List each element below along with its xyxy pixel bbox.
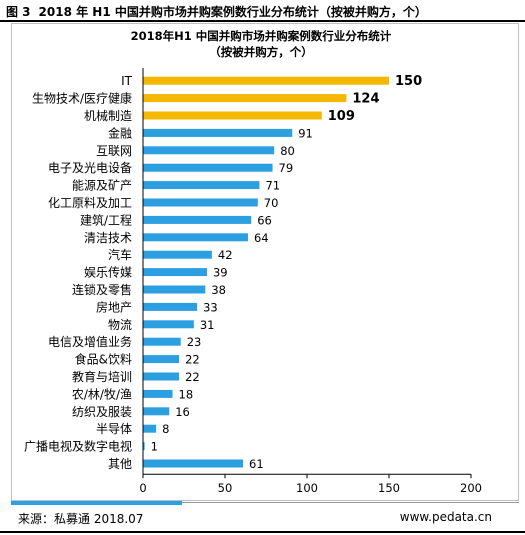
bar-22 <box>143 459 244 468</box>
chart-frame: 2018年H1 中国并购市场并购案例数行业分布统计 （按被并购方，个） IT 生物… <box>11 23 519 501</box>
bar-chart: 2018年H1 中国并购市场并购案例数行业分布统计 （按被并购方，个） IT 生物… <box>24 29 482 495</box>
bar-19 <box>143 407 170 416</box>
bar-11 <box>143 268 207 277</box>
bar-4 <box>143 146 275 155</box>
value-label-2: 109 <box>328 109 355 124</box>
category-label-9: 清洁技术 <box>84 231 132 245</box>
category-label-19: 纺织及服装 <box>72 405 132 419</box>
value-label-3: 91 <box>298 126 313 140</box>
value-label-18: 18 <box>179 387 194 401</box>
bar-0 <box>143 76 389 85</box>
bar-8 <box>143 215 252 224</box>
value-label-22: 61 <box>249 457 264 471</box>
value-label-10: 42 <box>218 248 233 262</box>
bars-group <box>143 76 389 468</box>
value-label-7: 70 <box>264 196 279 210</box>
footer-site: www.pedata.cn <box>399 510 492 524</box>
bar-16 <box>143 355 180 364</box>
footer-source: 来源：私募通 2018.07 <box>18 512 144 526</box>
bar-10 <box>143 250 212 259</box>
value-label-21: 1 <box>151 440 158 454</box>
category-label-16: 食品&饮料 <box>75 352 132 367</box>
value-label-17: 22 <box>185 370 200 384</box>
value-label-6: 71 <box>265 179 280 193</box>
bar-13 <box>143 302 198 311</box>
category-label-1: 生物技术/医疗健康 <box>32 91 132 106</box>
bar-6 <box>143 181 260 190</box>
figure-number: 图 3 <box>6 5 31 19</box>
category-label-17: 教育与培训 <box>72 369 132 384</box>
bar-2 <box>143 111 322 120</box>
category-label-4: 互联网 <box>96 144 132 158</box>
bar-3 <box>143 128 293 137</box>
x-tick-label-1: 50 <box>218 481 233 495</box>
bar-9 <box>143 233 248 242</box>
value-label-8: 66 <box>257 213 272 227</box>
bar-12 <box>143 285 206 294</box>
x-tick-label-4: 200 <box>460 481 482 495</box>
value-label-15: 23 <box>187 335 202 349</box>
category-label-20: 半导体 <box>96 422 132 436</box>
category-label-10: 汽车 <box>108 247 132 262</box>
bar-21 <box>143 442 145 451</box>
x-tick-label-3: 150 <box>378 481 400 495</box>
category-label-2: 机械制造 <box>84 108 132 123</box>
bar-7 <box>143 198 258 207</box>
category-label-13: 房地产 <box>96 299 132 314</box>
value-label-16: 22 <box>185 353 200 367</box>
value-label-12: 38 <box>211 283 226 297</box>
figure-caption-text: 2018 年 H1 中国并购市场并购案例数行业分布统计（按被并购方，个） <box>38 5 427 19</box>
chart-subtitle: （按被并购方，个） <box>209 45 313 59</box>
bar-18 <box>143 389 173 398</box>
value-label-1: 124 <box>352 92 379 107</box>
bar-14 <box>143 320 194 329</box>
footer-rule <box>182 502 519 503</box>
value-label-5: 79 <box>279 161 294 175</box>
bottom-rule <box>0 531 525 533</box>
category-label-7: 化工原料及加工 <box>48 196 132 210</box>
bar-15 <box>143 337 181 346</box>
bar-1 <box>143 94 347 103</box>
bar-17 <box>143 372 180 381</box>
category-label-22: 其他 <box>108 457 132 471</box>
category-label-5: 电子及光电设备 <box>48 161 132 175</box>
x-tick-label-0: 0 <box>139 481 146 495</box>
category-labels-group: IT 生物技术/医疗健康机械制造金融互联网电子及光电设备能源及矿产化工原料及加工建… <box>24 74 133 471</box>
category-label-11: 娱乐传媒 <box>84 265 132 280</box>
chart-title: 2018年H1 中国并购市场并购案例数行业分布统计 <box>131 29 392 43</box>
category-label-6: 能源及矿产 <box>72 179 132 193</box>
value-label-0: 150 <box>395 74 422 89</box>
category-label-15: 电信及增值业务 <box>48 334 132 349</box>
figure-caption: 图 3 2018 年 H1 中国并购市场并购案例数行业分布统计（按被并购方，个） <box>6 3 427 20</box>
category-label-3: 金融 <box>108 125 132 140</box>
value-label-9: 64 <box>254 231 269 245</box>
value-label-19: 16 <box>175 405 190 419</box>
bar-20 <box>143 424 157 433</box>
caption-rule <box>0 20 525 22</box>
value-label-20: 8 <box>162 422 169 436</box>
category-label-21: 广播电视及数字电视 <box>24 439 132 454</box>
value-label-11: 39 <box>213 266 228 280</box>
category-label-14: 物流 <box>108 318 132 332</box>
footer-accent-bar <box>11 501 182 505</box>
category-label-8: 建筑/工程 <box>80 212 132 227</box>
bar-5 <box>143 163 273 172</box>
value-label-4: 80 <box>280 144 295 158</box>
x-tick-label-2: 100 <box>296 481 318 495</box>
value-label-13: 33 <box>203 300 218 314</box>
value-label-14: 31 <box>200 318 215 332</box>
x-axis: 0 50 100 150 200 <box>139 68 482 495</box>
category-label-0: IT <box>121 74 133 88</box>
category-label-12: 连锁及零售 <box>72 282 132 297</box>
category-label-18: 农/林/牧/渔 <box>72 387 132 401</box>
